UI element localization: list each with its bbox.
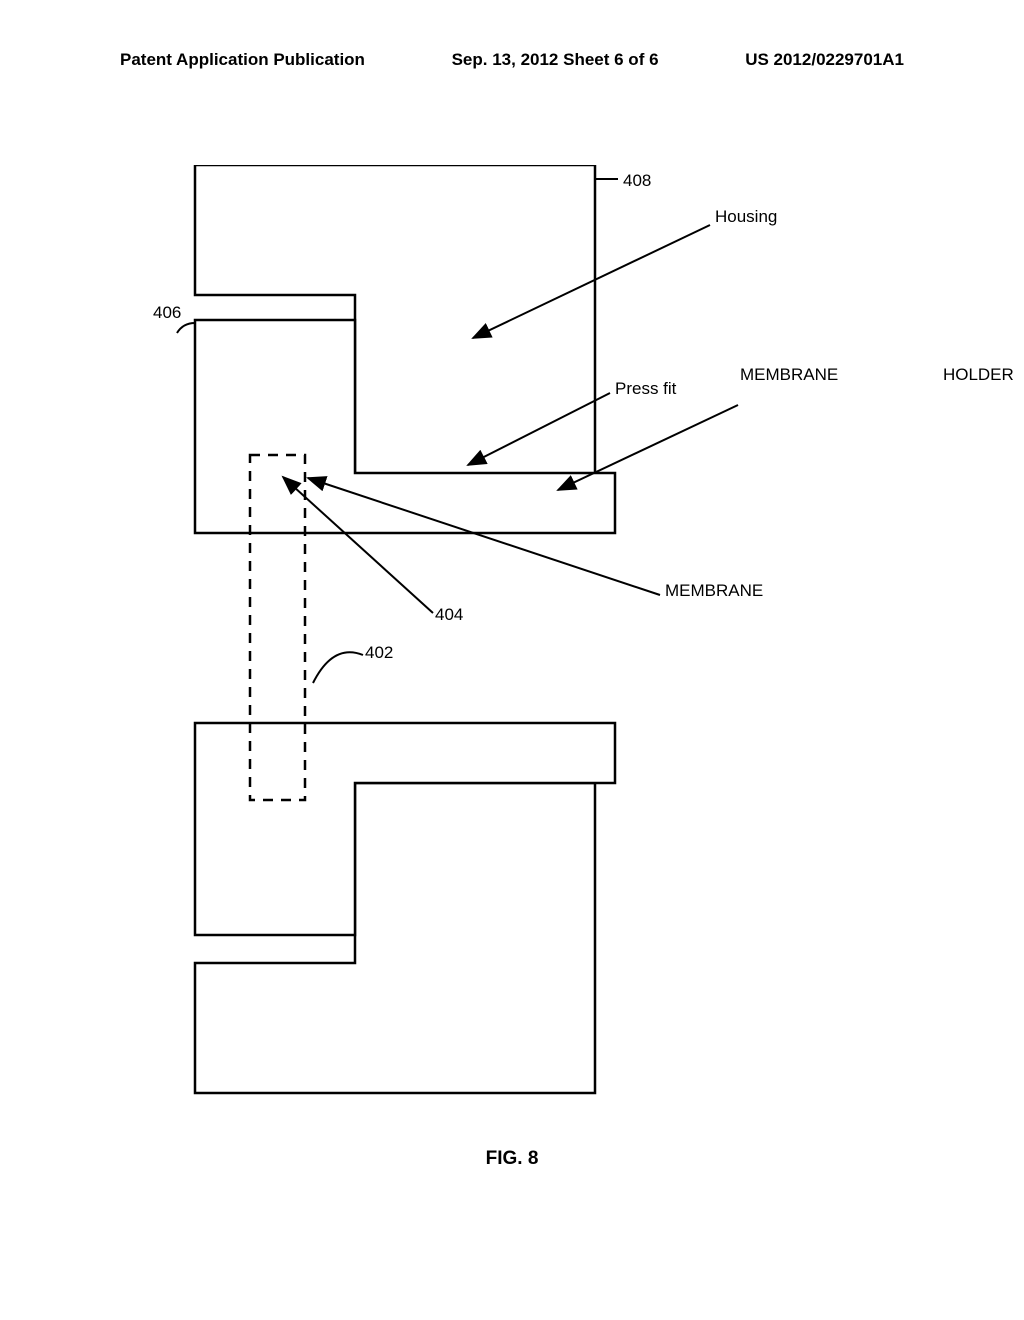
leader-404 [283,477,433,613]
arrow-press-fit [468,393,610,465]
bottom-holder-shape [195,723,615,935]
ref-402: 402 [365,643,393,663]
ref-406: 406 [153,303,181,323]
figure-diagram: 408 Housing 406 Press fit MEMBRANE HOLDE… [155,165,915,1105]
bottom-housing-shape [195,783,595,1093]
header-center: Sep. 13, 2012 Sheet 6 of 6 [452,50,659,70]
leader-402 [313,652,363,683]
ref-404: 404 [435,605,463,625]
top-holder-shape [195,320,615,533]
leader-406 [177,323,195,333]
label-press-fit: Press fit [615,379,676,399]
arrow-membrane-holder [558,405,738,490]
ref-408: 408 [623,171,651,191]
diagram-svg [155,165,915,1105]
page-header: Patent Application Publication Sep. 13, … [0,0,1024,70]
header-left: Patent Application Publication [120,50,365,70]
figure-caption: FIG. 8 [0,1148,1024,1170]
label-housing: Housing [715,207,777,227]
membrane-dashed [250,455,305,800]
top-housing-shape [195,165,595,475]
arrow-housing [473,225,710,338]
arrow-membrane [308,478,660,595]
label-membrane-holder: MEMBRANE HOLDER [740,365,850,385]
label-membrane: MEMBRANE [665,581,763,601]
header-right: US 2012/0229701A1 [745,50,904,70]
